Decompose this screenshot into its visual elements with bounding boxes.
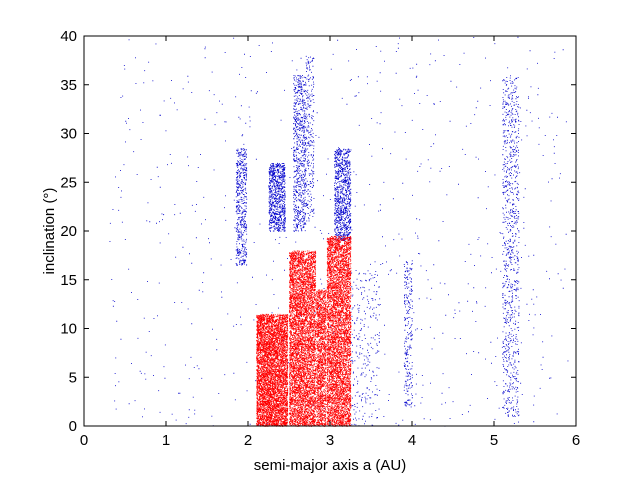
blue-cluster-6 bbox=[350, 270, 381, 427]
y-tick-label: 0 bbox=[69, 418, 77, 435]
red-cluster-1 bbox=[289, 250, 317, 427]
plot-area bbox=[84, 36, 576, 426]
x-tick-label: 5 bbox=[490, 432, 498, 449]
y-axis-label: inclination (°) bbox=[41, 188, 58, 275]
data-points bbox=[109, 36, 569, 427]
red-cluster-0 bbox=[256, 313, 289, 427]
x-tick-label: 3 bbox=[326, 432, 334, 449]
y-tick-label: 10 bbox=[60, 321, 77, 338]
x-tick-label: 1 bbox=[162, 432, 170, 449]
y-tick-label: 20 bbox=[60, 223, 77, 240]
red-cluster-2 bbox=[316, 289, 327, 427]
x-tick-label: 6 bbox=[572, 432, 580, 449]
x-tick-label: 4 bbox=[408, 432, 416, 449]
blue-cluster-5 bbox=[334, 148, 352, 241]
y-tick-label: 5 bbox=[69, 369, 77, 386]
blue-cluster-3 bbox=[293, 75, 307, 232]
blue-cluster-7 bbox=[403, 260, 413, 408]
y-tick-label: 40 bbox=[60, 28, 77, 45]
y-tick-label: 30 bbox=[60, 126, 77, 143]
blue-cluster-2 bbox=[268, 162, 286, 232]
x-tick-label: 2 bbox=[244, 432, 252, 449]
axis-ticks: 0 1 2 3 4 5 6 0 5 10 15 20 25 30 35 40 bbox=[60, 28, 580, 449]
blue-cluster-1 bbox=[235, 148, 248, 266]
y-tick-label: 35 bbox=[60, 77, 77, 94]
red-cluster-3 bbox=[326, 235, 352, 427]
blue-cluster-4 bbox=[305, 55, 315, 222]
x-axis-label: semi-major axis a (AU) bbox=[254, 457, 407, 474]
y-tick-label: 15 bbox=[60, 272, 77, 289]
y-tick-label: 25 bbox=[60, 174, 77, 191]
blue-cluster-8 bbox=[502, 75, 520, 417]
x-tick-label: 0 bbox=[80, 432, 88, 449]
